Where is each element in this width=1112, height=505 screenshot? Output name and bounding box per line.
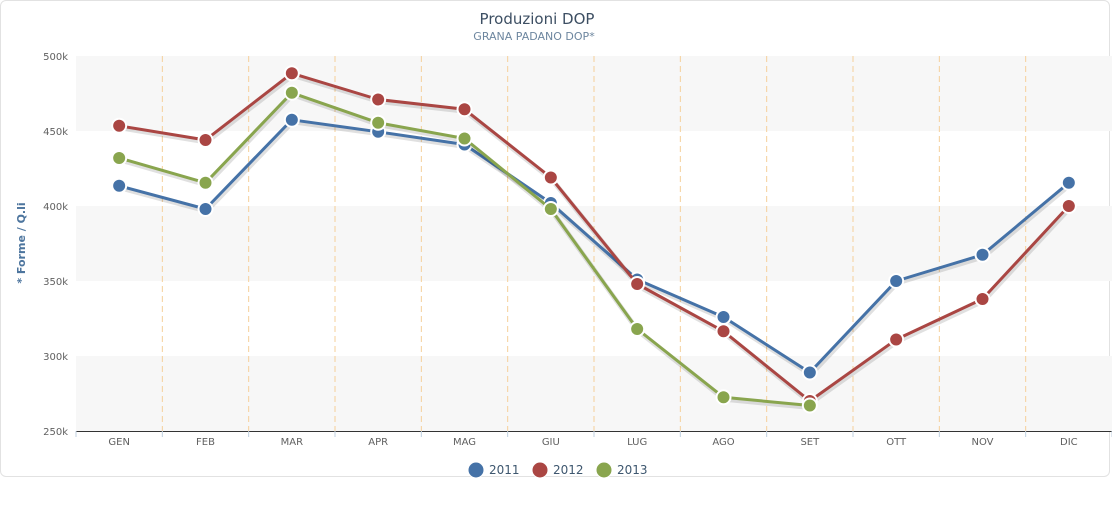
data-point[interactable] [888, 273, 905, 289]
data-point[interactable] [197, 174, 214, 191]
data-point[interactable] [456, 130, 473, 147]
data-point[interactable] [542, 169, 559, 186]
series-line [118, 118, 1070, 374]
y-tick-label: 350k [43, 277, 68, 288]
legend-item-2012[interactable]: 2012 [531, 461, 584, 479]
series-group [111, 65, 1077, 414]
x-tick-label: MAG [453, 437, 476, 448]
series-2013 [111, 84, 818, 414]
x-tick-label: GIU [542, 437, 560, 448]
chart-title: Produzioni DOP [480, 10, 595, 28]
legend-label: 2012 [553, 463, 584, 477]
data-point[interactable] [542, 201, 559, 217]
data-point[interactable] [715, 389, 732, 406]
data-point[interactable] [629, 276, 646, 292]
x-tick-label: AGO [712, 437, 734, 448]
x-tick-label: NOV [971, 437, 993, 448]
data-point[interactable] [283, 111, 300, 128]
legend-item-2011[interactable]: 2011 [467, 461, 520, 479]
chart-subtitle: GRANA PADANO DOP* [473, 30, 595, 43]
legend-label: 2011 [489, 463, 520, 477]
data-point[interactable] [370, 91, 387, 108]
x-tick-label: DIC [1060, 437, 1078, 448]
x-tick-label: MAR [281, 437, 303, 448]
category-separators [161, 56, 1027, 431]
legend-marker [531, 461, 549, 479]
x-tick-label: GEN [108, 437, 130, 448]
series-2011 [111, 111, 1077, 381]
legend-marker [467, 461, 485, 479]
data-point[interactable] [715, 323, 732, 340]
legend: 2011 2012 2013 [467, 461, 648, 479]
series-2012 [111, 65, 1077, 409]
data-point[interactable] [715, 309, 732, 325]
data-point[interactable] [283, 65, 300, 82]
x-tick-label: SET [800, 437, 820, 448]
x-tick-label: OTT [886, 437, 907, 448]
y-tick-label: 400k [43, 202, 68, 213]
data-point[interactable] [888, 331, 905, 348]
data-point[interactable] [974, 246, 991, 263]
y-tick-label: 300k [43, 352, 68, 363]
data-point[interactable] [197, 201, 214, 217]
y-axis: 250k 300k 350k 400k 450k 500k [43, 52, 68, 438]
data-point[interactable] [629, 321, 646, 337]
data-point[interactable] [370, 114, 387, 131]
x-axis: GEN FEB MAR APR MAG GIU LUG AGO SET OTT NOV DIC [75, 431, 1112, 448]
x-tick-label: LUG [627, 437, 647, 448]
data-point[interactable] [1060, 198, 1077, 214]
data-point[interactable] [111, 177, 128, 194]
y-axis-label: * Forme / Q.li [15, 202, 28, 283]
x-tick-label: FEB [196, 437, 215, 448]
legend-marker [595, 461, 613, 479]
legend-label: 2013 [617, 463, 648, 477]
data-point[interactable] [801, 397, 818, 414]
x-tick-label: APR [368, 437, 388, 448]
data-point[interactable] [974, 291, 991, 307]
legend-item-2013[interactable]: 2013 [595, 461, 648, 479]
data-point[interactable] [283, 84, 300, 101]
data-point[interactable] [801, 364, 818, 381]
y-tick-label: 450k [43, 127, 68, 138]
data-point[interactable] [111, 150, 128, 166]
data-point[interactable] [1060, 174, 1077, 191]
y-tick-label: 250k [43, 427, 68, 438]
series-line [118, 71, 1070, 403]
y-tick-label: 500k [43, 52, 68, 63]
data-point[interactable] [456, 101, 473, 118]
data-point[interactable] [111, 117, 128, 134]
data-point[interactable] [197, 132, 214, 148]
